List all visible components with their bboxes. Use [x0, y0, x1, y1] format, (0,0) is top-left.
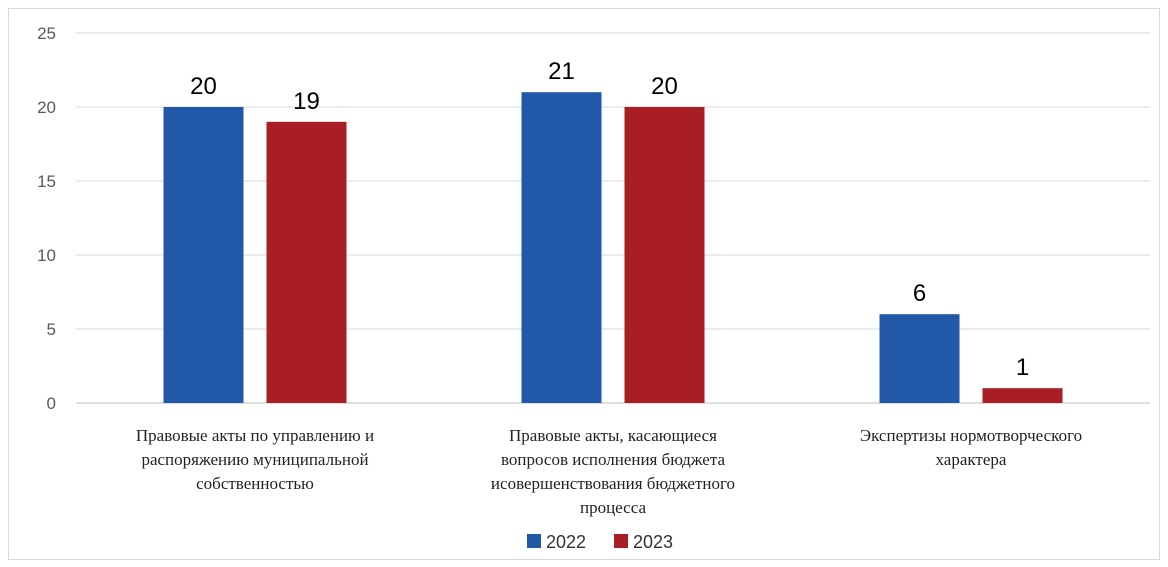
x-tick-label: исовершенствования бюджетного: [491, 474, 735, 493]
data-label: 20: [651, 73, 678, 100]
bar: [624, 107, 705, 403]
legend-label: 2022: [546, 532, 586, 552]
y-tick-label: 0: [47, 394, 56, 413]
x-tick-label: вопросов исполнения бюджета: [501, 450, 726, 469]
y-tick-label: 25: [37, 24, 56, 43]
bar: [879, 314, 960, 403]
y-tick-label: 20: [37, 98, 56, 117]
bar: [266, 121, 347, 404]
x-tick-label: собственностью: [196, 474, 314, 493]
y-tick-label: 15: [37, 172, 56, 191]
data-label: 19: [293, 88, 320, 115]
data-label: 6: [913, 280, 926, 307]
x-tick-label: характера: [936, 450, 1007, 469]
bar: [163, 107, 244, 403]
y-tick-label: 5: [47, 320, 56, 339]
legend-swatch: [614, 534, 628, 548]
data-label: 1: [1016, 354, 1029, 381]
bar: [982, 388, 1063, 403]
x-tick-label: Экспертизы нормотворческого: [860, 426, 1082, 445]
x-tick-label: распоряжению муниципальной: [141, 450, 368, 469]
x-tick-label: Правовые акты, касающиеся: [509, 426, 717, 445]
bar: [521, 92, 602, 403]
y-tick-label: 10: [37, 246, 56, 265]
data-label: 21: [548, 58, 575, 85]
x-tick-label: процесса: [580, 498, 646, 517]
legend-label: 2023: [633, 532, 673, 552]
x-tick-label: Правовые акты по управлению и: [136, 426, 374, 445]
data-label: 20: [190, 73, 217, 100]
legend-swatch: [527, 534, 541, 548]
